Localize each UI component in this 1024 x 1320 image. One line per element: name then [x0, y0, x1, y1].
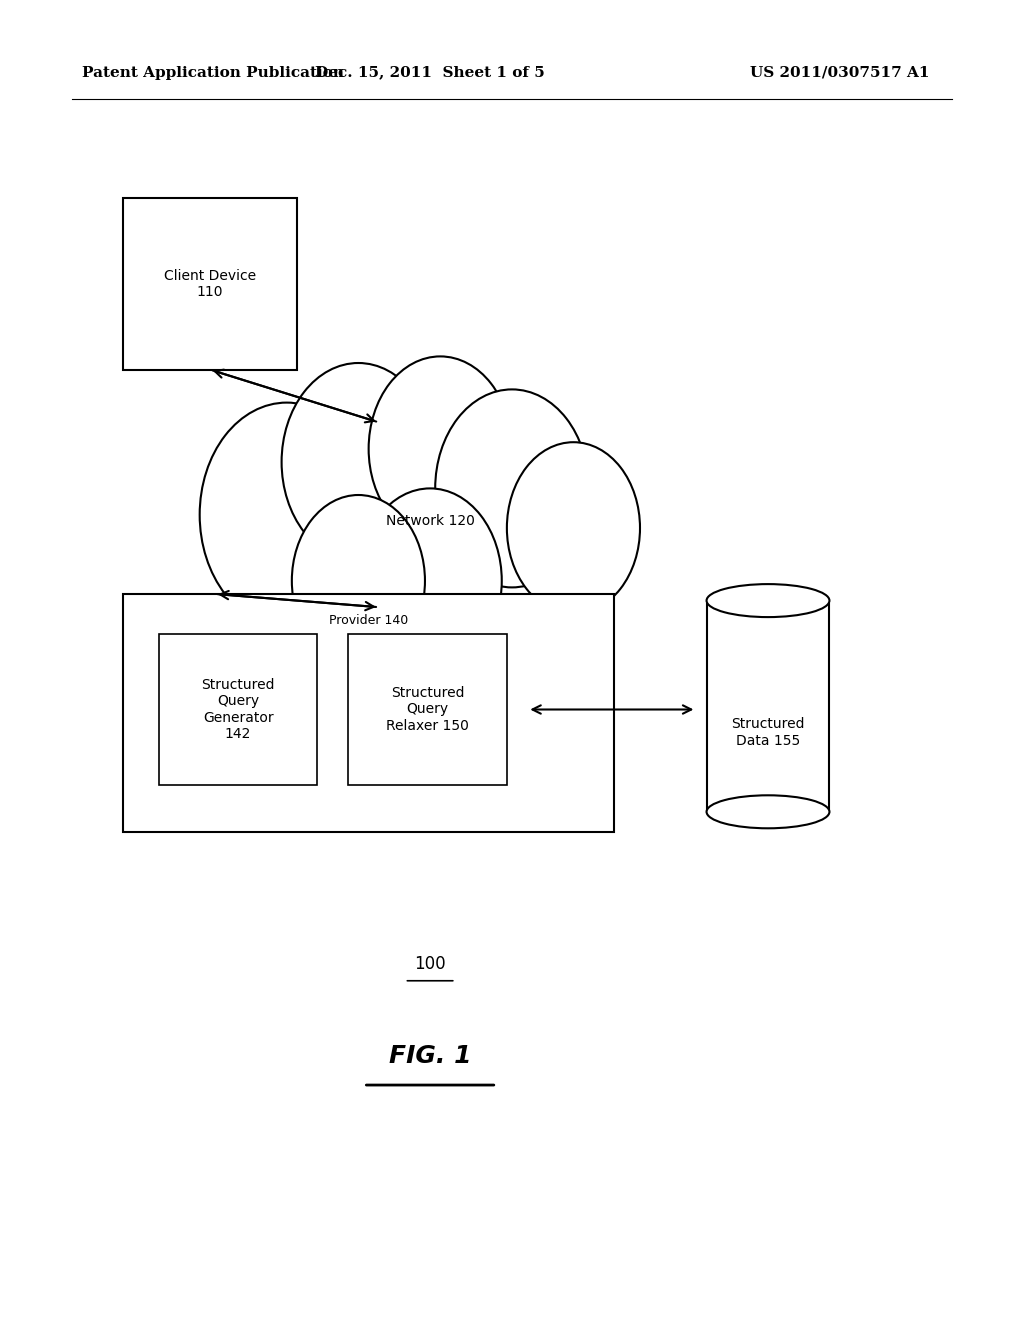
Circle shape	[435, 389, 589, 587]
Circle shape	[358, 488, 502, 673]
Text: Dec. 15, 2011  Sheet 1 of 5: Dec. 15, 2011 Sheet 1 of 5	[315, 66, 545, 79]
Circle shape	[282, 363, 435, 561]
Text: US 2011/0307517 A1: US 2011/0307517 A1	[750, 66, 930, 79]
Text: Client Device
110: Client Device 110	[164, 269, 256, 298]
Ellipse shape	[707, 583, 829, 616]
FancyBboxPatch shape	[348, 634, 507, 785]
Text: Patent Application Publication: Patent Application Publication	[82, 66, 344, 79]
Ellipse shape	[707, 795, 829, 829]
Circle shape	[200, 403, 374, 627]
FancyBboxPatch shape	[123, 594, 614, 832]
Text: FIG. 1: FIG. 1	[389, 1044, 471, 1068]
Text: Network 120: Network 120	[386, 515, 474, 528]
Circle shape	[507, 442, 640, 614]
Circle shape	[292, 495, 425, 667]
Text: Provider 140: Provider 140	[329, 614, 409, 627]
Text: Structured
Data 155: Structured Data 155	[731, 718, 805, 747]
Text: 100: 100	[415, 954, 445, 973]
FancyBboxPatch shape	[123, 198, 297, 370]
Text: Structured
Query
Relaxer 150: Structured Query Relaxer 150	[386, 686, 469, 733]
Bar	[707, 601, 829, 812]
Circle shape	[369, 356, 512, 541]
FancyBboxPatch shape	[159, 634, 317, 785]
Bar	[705, 583, 831, 603]
Text: Structured
Query
Generator
142: Structured Query Generator 142	[202, 678, 274, 741]
